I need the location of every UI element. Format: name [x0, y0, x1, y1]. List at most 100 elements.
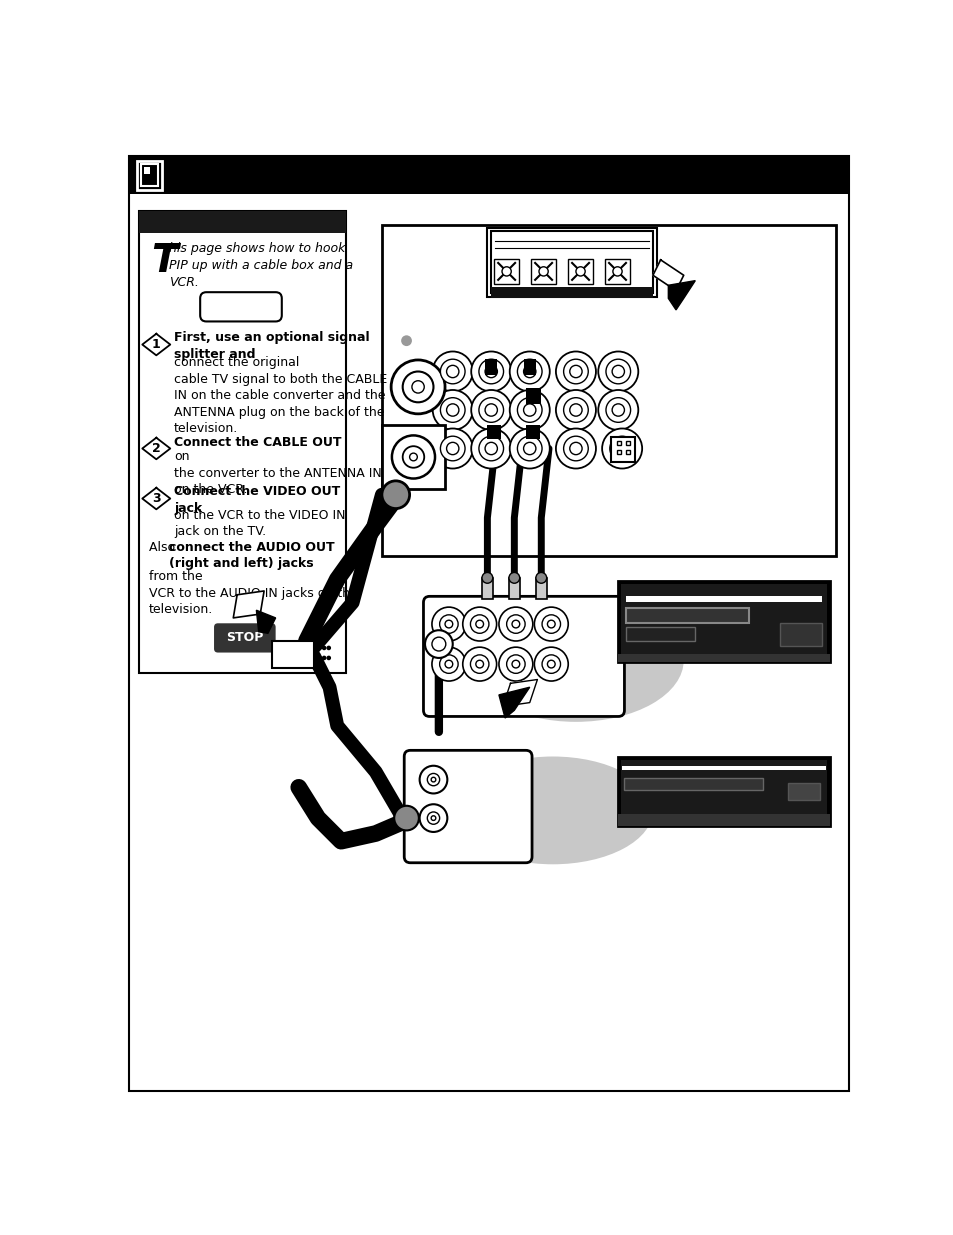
Circle shape	[612, 404, 624, 416]
Circle shape	[439, 655, 457, 673]
Polygon shape	[233, 592, 264, 618]
Bar	[491, 231, 652, 293]
Circle shape	[563, 398, 588, 422]
Bar	[481, 578, 493, 599]
Circle shape	[534, 608, 568, 641]
Bar	[138, 211, 346, 233]
Circle shape	[506, 615, 524, 634]
Bar	[625, 597, 821, 603]
Bar	[141, 164, 157, 186]
Circle shape	[517, 398, 541, 422]
Circle shape	[440, 436, 464, 461]
Circle shape	[402, 372, 433, 403]
Circle shape	[601, 429, 641, 468]
Text: connect the AUDIO OUT
(right and left) jacks: connect the AUDIO OUT (right and left) j…	[170, 541, 335, 571]
Circle shape	[484, 404, 497, 416]
Text: First, use an optional signal
splitter and: First, use an optional signal splitter a…	[173, 331, 369, 361]
Bar	[494, 259, 518, 284]
Circle shape	[523, 366, 536, 378]
Circle shape	[412, 380, 424, 393]
Circle shape	[598, 390, 638, 430]
Circle shape	[440, 398, 464, 422]
Circle shape	[612, 267, 621, 275]
Bar	[618, 757, 829, 826]
Text: his page shows how to hook
PIP up with a cable box and a
VCR.: his page shows how to hook PIP up with a…	[170, 242, 354, 289]
Circle shape	[427, 773, 439, 785]
Bar	[625, 450, 629, 454]
Circle shape	[439, 615, 457, 634]
Circle shape	[419, 804, 447, 832]
Circle shape	[470, 615, 488, 634]
Circle shape	[609, 436, 634, 461]
Bar	[130, 156, 847, 194]
Circle shape	[476, 620, 483, 627]
Text: 2: 2	[152, 442, 160, 454]
Circle shape	[517, 436, 541, 461]
Text: from the
VCR to the AUDIO IN jacks on the
television.: from the VCR to the AUDIO IN jacks on th…	[149, 571, 357, 616]
Circle shape	[317, 656, 321, 661]
Bar	[536, 578, 546, 599]
Circle shape	[536, 573, 546, 583]
Polygon shape	[502, 679, 537, 706]
Text: 3: 3	[152, 492, 160, 505]
Circle shape	[432, 637, 445, 651]
Text: T: T	[151, 242, 177, 280]
Circle shape	[317, 646, 321, 651]
Circle shape	[427, 811, 439, 824]
Circle shape	[391, 359, 444, 414]
FancyBboxPatch shape	[213, 624, 275, 652]
Circle shape	[501, 267, 511, 275]
Bar	[487, 227, 656, 296]
Circle shape	[476, 661, 483, 668]
Bar	[484, 359, 497, 374]
Bar	[381, 425, 444, 489]
Text: on the VCR to the VIDEO IN
jack on the TV.: on the VCR to the VIDEO IN jack on the T…	[173, 509, 345, 538]
Bar	[618, 580, 829, 662]
Text: 1: 1	[152, 338, 160, 351]
Circle shape	[432, 608, 465, 641]
Circle shape	[409, 453, 416, 461]
Text: Connect the CABLE OUT: Connect the CABLE OUT	[173, 436, 341, 450]
Circle shape	[556, 390, 596, 430]
Circle shape	[538, 267, 548, 275]
Ellipse shape	[468, 599, 683, 721]
Circle shape	[523, 442, 536, 454]
Bar	[525, 425, 539, 440]
Circle shape	[598, 352, 638, 391]
Bar	[604, 259, 629, 284]
Circle shape	[444, 661, 453, 668]
Ellipse shape	[453, 757, 652, 864]
Circle shape	[506, 655, 524, 673]
Bar	[624, 778, 762, 790]
FancyBboxPatch shape	[200, 293, 281, 321]
Circle shape	[576, 267, 584, 275]
Circle shape	[394, 805, 418, 830]
Text: connect the original
cable TV signal to both the CABLE
IN on the cable converter: connect the original cable TV signal to …	[173, 356, 387, 435]
Bar	[525, 389, 540, 404]
FancyBboxPatch shape	[423, 597, 624, 716]
Circle shape	[446, 404, 458, 416]
Circle shape	[541, 615, 560, 634]
Polygon shape	[142, 488, 171, 509]
Circle shape	[431, 777, 436, 782]
Bar	[610, 437, 635, 462]
Circle shape	[321, 646, 326, 651]
Circle shape	[462, 608, 497, 641]
Circle shape	[431, 816, 436, 820]
Circle shape	[569, 366, 581, 378]
Bar	[508, 578, 519, 599]
Circle shape	[556, 352, 596, 391]
Bar	[620, 584, 826, 658]
Circle shape	[402, 446, 424, 468]
Circle shape	[517, 359, 541, 384]
Bar	[381, 225, 836, 556]
Bar	[616, 450, 620, 454]
Bar	[618, 814, 829, 826]
Text: Connect the VIDEO OUT
jack: Connect the VIDEO OUT jack	[173, 485, 340, 515]
Circle shape	[471, 352, 511, 391]
Bar	[616, 441, 620, 445]
Circle shape	[433, 390, 473, 430]
Bar	[144, 168, 150, 174]
Bar	[620, 760, 826, 823]
Bar	[618, 655, 829, 662]
